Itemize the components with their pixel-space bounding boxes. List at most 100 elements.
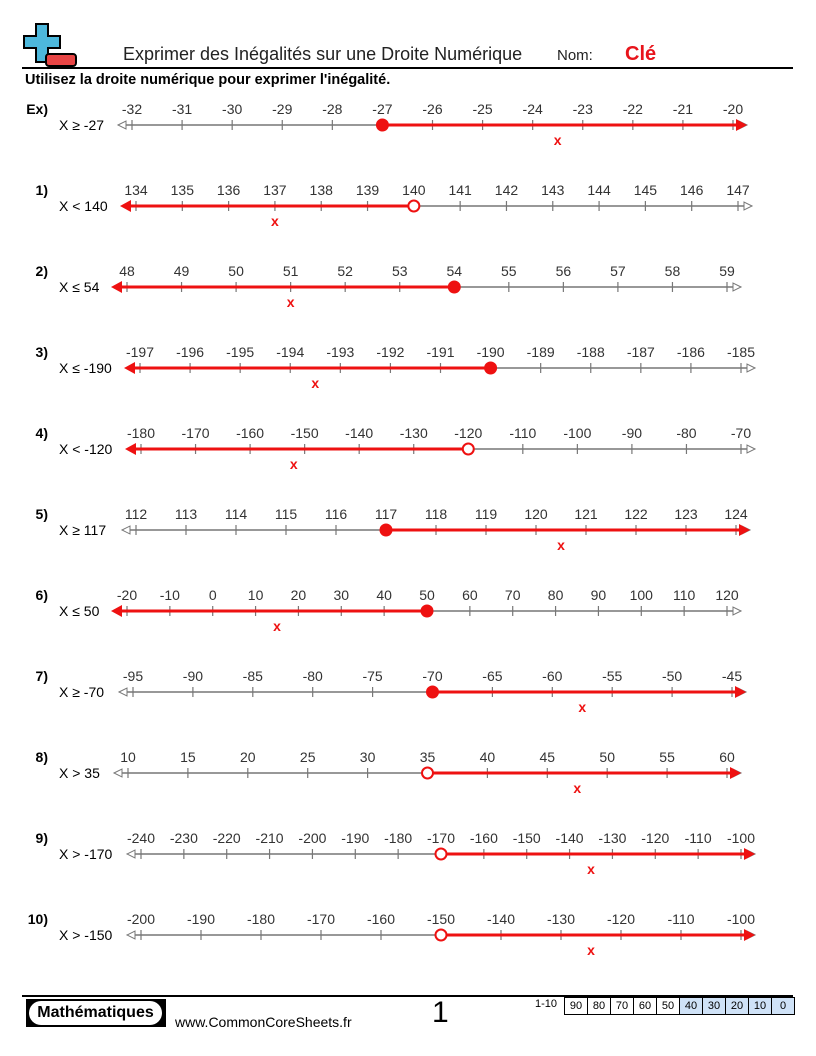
problem-number: 1): [35, 182, 48, 198]
problem-row: 8) X > 35 10 15 20 25 30 35 40 45 50 55 60 x: [0, 744, 816, 814]
tick-label: -28: [322, 101, 342, 117]
closed-dot: [484, 361, 498, 375]
answer-mark: x: [271, 213, 279, 229]
score-cell: 50: [657, 998, 680, 1014]
tick-label: -120: [641, 830, 669, 846]
score-cell: 40: [680, 998, 703, 1014]
tick-label: -188: [577, 344, 605, 360]
solution-arrow-icon: [735, 686, 746, 698]
problem-row: 9) X > -170 -240 -230 -220 -210 -200 -190 -180 -1…: [0, 825, 816, 895]
open-dot: [434, 847, 448, 861]
number-line: 112 113 114 115 116 117 118 119 120 121 122 123 124 x: [120, 506, 752, 553]
number-line: -180 -170 -160 -150 -140 -130 -120 -110 -100 -90 -…: [125, 425, 757, 472]
instructions: Utilisez la droite numérique pour exprim…: [25, 72, 391, 88]
tick-label: -120: [607, 911, 635, 927]
tick-label: -220: [213, 830, 241, 846]
tick-label: -30: [222, 101, 242, 117]
closed-dot: [375, 118, 389, 132]
tick-label: -190: [187, 911, 215, 927]
tick-label: 15: [180, 749, 196, 765]
solution-arrow-icon: [736, 119, 747, 131]
tick-label: 121: [574, 506, 598, 522]
tick-label: 113: [175, 506, 198, 522]
problem-row: 4) X < -120 -180 -170 -160 -150 -140 -130 -120 -1…: [0, 420, 816, 490]
number-line: -197 -196 -195 -194 -193 -192 -191 -190 -189 -188…: [124, 344, 757, 391]
tick-label: 122: [624, 506, 648, 522]
tick-label: -210: [256, 830, 284, 846]
tick-label: -100: [727, 830, 755, 846]
problem-number: 5): [35, 506, 48, 522]
score-cell: 90: [565, 998, 588, 1014]
tick-label: -140: [345, 425, 373, 441]
arrow-right-icon: [746, 363, 757, 373]
number-line: 48 49 50 51 52 53 54 55 56 57 58 59 x: [111, 263, 743, 310]
arrow-left-icon: [125, 930, 136, 940]
solution-arrow-icon: [111, 605, 122, 617]
problem-number: 6): [35, 587, 48, 603]
tick-label: -25: [472, 101, 492, 117]
arrow-right-icon: [732, 606, 743, 616]
problem-row: 7) X ≥ -70 -95 -90 -85 -80 -75 -70 -65 -60 -55 -50-…: [0, 663, 816, 733]
tick-label: 50: [419, 587, 435, 603]
tick-label: -193: [326, 344, 354, 360]
tick-label: -21: [673, 101, 693, 117]
tick-label: -24: [523, 101, 543, 117]
tick-label: -192: [376, 344, 404, 360]
score-cell: 30: [703, 998, 726, 1014]
tick-label: -29: [272, 101, 292, 117]
tick-label: 115: [275, 506, 298, 522]
solution-arrow-icon: [124, 362, 135, 374]
problem-row: 3) X ≤ -190 -197 -196 -195 -194 -193 -192 -191 -1…: [0, 339, 816, 409]
tick-label: 80: [548, 587, 564, 603]
tick-label: -26: [422, 101, 442, 117]
tick-label: -32: [122, 101, 142, 117]
tick-label: 52: [337, 263, 353, 279]
problem-number: 4): [35, 425, 48, 441]
arrow-left-icon: [117, 687, 128, 697]
number-line: 10 15 20 25 30 35 40 45 50 55 60 x: [112, 749, 743, 796]
tick-label: 90: [591, 587, 607, 603]
problem-row: 5) X ≥ 117 112 113 114 115 116 117 118 119 120 121 1…: [0, 501, 816, 571]
number-line: 134 135 136 137 138 139 140 141 142 143 144 145 146 1…: [120, 182, 754, 229]
arrow-right-icon: [743, 201, 754, 211]
tick-label: 118: [425, 506, 448, 522]
problem-number: 3): [35, 344, 48, 360]
tick-label: 60: [462, 587, 478, 603]
tick-label: -90: [183, 668, 203, 684]
tick-label: -23: [573, 101, 593, 117]
problem-number: 8): [35, 749, 48, 765]
subject-badge-label: Mathématiques: [29, 1001, 162, 1025]
inequality: X < -120: [59, 441, 113, 457]
tick-label: -200: [127, 911, 155, 927]
tick-label: -65: [482, 668, 502, 684]
tick-label: 110: [673, 587, 696, 603]
arrow-left-icon: [112, 768, 123, 778]
tick-label: 116: [325, 506, 348, 522]
tick-label: -90: [622, 425, 642, 441]
tick-label: -22: [623, 101, 643, 117]
tick-label: -150: [291, 425, 319, 441]
tick-label: -190: [341, 830, 369, 846]
tick-label: -80: [676, 425, 696, 441]
tick-label: 45: [540, 749, 556, 765]
tick-label: -200: [298, 830, 326, 846]
tick-label: 120: [715, 587, 739, 603]
tick-label: -191: [426, 344, 454, 360]
answer-mark: x: [311, 375, 319, 391]
tick-label: -100: [563, 425, 591, 441]
score-cell: 20: [726, 998, 749, 1014]
tick-label: 135: [171, 182, 195, 198]
tick-label: 30: [333, 587, 349, 603]
problem-number: 7): [35, 668, 48, 684]
tick-label: -10: [160, 587, 180, 603]
tick-label: -110: [509, 425, 536, 441]
tick-label: -170: [182, 425, 210, 441]
problem-number: Ex): [26, 101, 48, 117]
tick-label: -189: [527, 344, 555, 360]
answer-mark: x: [290, 456, 298, 472]
solution-arrow-icon: [120, 200, 131, 212]
tick-label: -180: [247, 911, 275, 927]
tick-label: -70: [731, 425, 751, 441]
footer-divider: [22, 995, 793, 997]
tick-label: -140: [556, 830, 584, 846]
